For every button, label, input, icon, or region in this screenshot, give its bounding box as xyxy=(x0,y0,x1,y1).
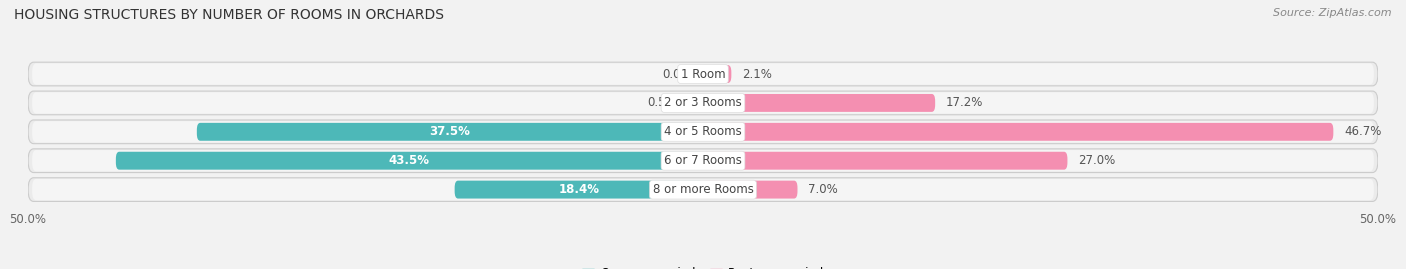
Text: 8 or more Rooms: 8 or more Rooms xyxy=(652,183,754,196)
FancyBboxPatch shape xyxy=(28,120,1378,144)
FancyBboxPatch shape xyxy=(703,123,1333,141)
FancyBboxPatch shape xyxy=(28,149,1378,172)
Legend: Owner-occupied, Renter-occupied: Owner-occupied, Renter-occupied xyxy=(578,263,828,269)
FancyBboxPatch shape xyxy=(703,181,797,199)
FancyBboxPatch shape xyxy=(197,123,703,141)
FancyBboxPatch shape xyxy=(32,179,1374,200)
Text: 37.5%: 37.5% xyxy=(429,125,471,138)
FancyBboxPatch shape xyxy=(703,94,935,112)
FancyBboxPatch shape xyxy=(703,65,731,83)
Text: HOUSING STRUCTURES BY NUMBER OF ROOMS IN ORCHARDS: HOUSING STRUCTURES BY NUMBER OF ROOMS IN… xyxy=(14,8,444,22)
FancyBboxPatch shape xyxy=(28,178,1378,201)
Text: 27.0%: 27.0% xyxy=(1078,154,1115,167)
Text: 7.0%: 7.0% xyxy=(808,183,838,196)
FancyBboxPatch shape xyxy=(703,152,1067,170)
FancyBboxPatch shape xyxy=(454,181,703,199)
Text: 6 or 7 Rooms: 6 or 7 Rooms xyxy=(664,154,742,167)
FancyBboxPatch shape xyxy=(28,62,1378,86)
Text: 43.5%: 43.5% xyxy=(389,154,430,167)
FancyBboxPatch shape xyxy=(32,121,1374,143)
Text: 2.1%: 2.1% xyxy=(742,68,772,80)
Text: Source: ZipAtlas.com: Source: ZipAtlas.com xyxy=(1274,8,1392,18)
FancyBboxPatch shape xyxy=(32,92,1374,114)
FancyBboxPatch shape xyxy=(115,152,703,170)
FancyBboxPatch shape xyxy=(32,63,1374,85)
Text: 0.59%: 0.59% xyxy=(647,96,685,109)
Text: 4 or 5 Rooms: 4 or 5 Rooms xyxy=(664,125,742,138)
Text: 1 Room: 1 Room xyxy=(681,68,725,80)
Text: 2 or 3 Rooms: 2 or 3 Rooms xyxy=(664,96,742,109)
FancyBboxPatch shape xyxy=(695,94,703,112)
Text: 17.2%: 17.2% xyxy=(946,96,983,109)
FancyBboxPatch shape xyxy=(28,91,1378,115)
Text: 46.7%: 46.7% xyxy=(1344,125,1382,138)
Text: 0.0%: 0.0% xyxy=(662,68,692,80)
FancyBboxPatch shape xyxy=(32,150,1374,171)
Text: 18.4%: 18.4% xyxy=(558,183,599,196)
